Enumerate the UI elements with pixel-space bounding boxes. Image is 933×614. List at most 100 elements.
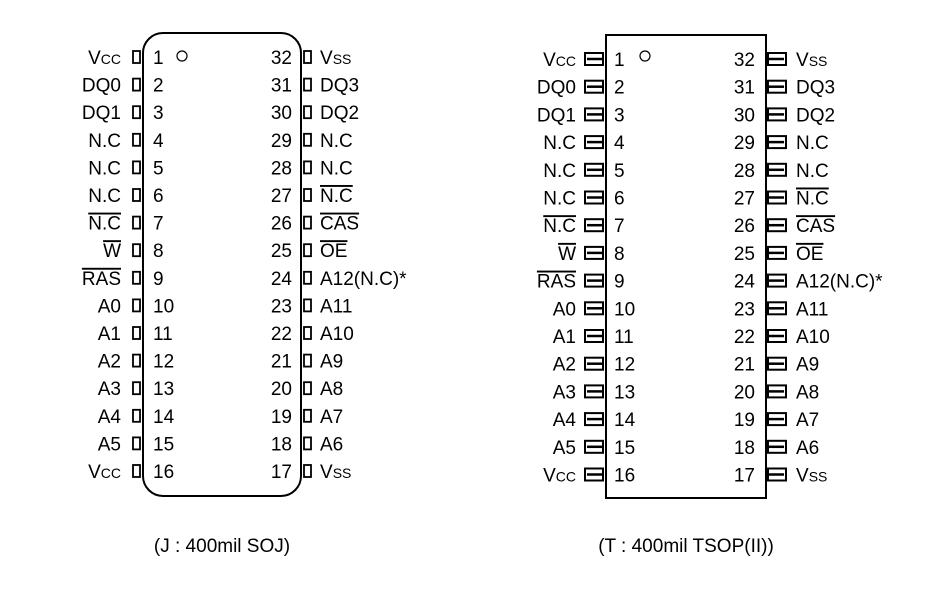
- soj-pin-label-22-a10: A10: [320, 324, 354, 345]
- tsop-pin-label-12-a2: A2: [553, 355, 576, 376]
- soj-pin-label-4-n-c: N.C: [88, 131, 121, 152]
- soj-pin-25: [303, 243, 312, 258]
- soj-pin-label-10-a0: A0: [98, 296, 121, 317]
- soj-pin-label-25-oe: OE: [320, 241, 347, 262]
- soj-pin-14: [132, 408, 141, 423]
- soj-pin-number-19: 19: [271, 407, 292, 428]
- soj-pin-label-20-a8: A8: [320, 379, 343, 400]
- tsop-pin-label-19-a7: A7: [796, 410, 819, 431]
- soj-pin-23: [303, 298, 312, 313]
- soj-pin-15: [132, 436, 141, 451]
- tsop-pin-label-15-a5: A5: [553, 438, 576, 459]
- soj-pin-22: [303, 326, 312, 340]
- tsop-pin-number-18: 18: [734, 438, 755, 459]
- soj-pin-28: [303, 160, 312, 175]
- soj-pin-label-15-a5: A5: [98, 434, 121, 455]
- soj-package: (J : 400mil SOJ) 1 VCC 2 DQ0 3 DQ1 4 N.C 5 N.C 6 N.…: [82, 32, 407, 557]
- soj-pin-number-1: 1: [153, 48, 164, 69]
- soj-pin-number-31: 31: [271, 76, 292, 97]
- soj-pin-label-6-n-c: N.C: [88, 186, 121, 207]
- soj-pin-number-7: 7: [153, 214, 164, 235]
- tsop-pin-number-17: 17: [734, 466, 755, 487]
- soj-pin-2: [132, 77, 141, 92]
- soj-pin-label-27-n-c: N.C: [320, 186, 353, 207]
- soj-pin-19: [303, 408, 312, 423]
- soj-pin-24: [303, 270, 312, 285]
- soj-pin-3: [132, 105, 141, 120]
- tsop-pin-label-24-a12-n-c: A12(N.C)*: [796, 272, 883, 293]
- soj-pin-11: [132, 326, 141, 340]
- soj-pin-label-26-cas: CAS: [320, 214, 359, 235]
- tsop-body: [605, 34, 767, 499]
- soj-pin-17: [303, 464, 312, 478]
- tsop-pin-number-13: 13: [614, 382, 635, 403]
- soj-pin-number-10: 10: [153, 296, 174, 317]
- soj-caption: (J : 400mil SOJ): [154, 536, 290, 557]
- soj-pin-10: [132, 298, 141, 313]
- soj-pin-number-6: 6: [153, 186, 164, 207]
- soj-pin1-marker: [176, 50, 188, 62]
- soj-pin-label-7-n-c: N.C: [88, 214, 121, 235]
- soj-pin-32: [303, 50, 312, 64]
- soj-pin-number-18: 18: [271, 434, 292, 455]
- soj-pin-label-13-a3: A3: [98, 379, 121, 400]
- tsop-pin-number-2: 2: [614, 78, 625, 99]
- tsop-pin-label-4-n-c: N.C: [543, 133, 576, 154]
- soj-pin-number-25: 25: [271, 241, 292, 262]
- tsop-pin-label-11-a1: A1: [553, 327, 576, 348]
- soj-pin-29: [303, 132, 312, 147]
- soj-pin-13: [132, 381, 141, 396]
- soj-pin-label-32-vss: VSS: [320, 48, 351, 69]
- soj-pin-label-28-n-c: N.C: [320, 158, 353, 179]
- soj-pin-number-12: 12: [153, 352, 174, 373]
- soj-pin-number-29: 29: [271, 131, 292, 152]
- tsop-pin-label-18-a6: A6: [796, 438, 819, 459]
- tsop-pin-number-28: 28: [734, 161, 755, 182]
- soj-pin-30: [303, 105, 312, 120]
- tsop-pin-label-3-dq1: DQ1: [537, 105, 576, 126]
- soj-pin-label-17-vss: VSS: [320, 462, 351, 483]
- soj-pin-number-13: 13: [153, 379, 174, 400]
- soj-pin-7: [132, 215, 141, 230]
- soj-pin-number-26: 26: [271, 214, 292, 235]
- tsop-pin-label-9-ras: RAS: [537, 272, 576, 293]
- soj-pin-number-17: 17: [271, 462, 292, 483]
- tsop-pin-label-7-n-c: N.C: [543, 216, 576, 237]
- tsop-pin-number-10: 10: [614, 299, 635, 320]
- tsop-pin-label-23-a11: A11: [796, 299, 828, 320]
- soj-pin-label-19-a7: A7: [320, 407, 343, 428]
- soj-pin-number-20: 20: [271, 379, 292, 400]
- soj-pin-label-11-a1: A1: [98, 324, 121, 345]
- tsop-pin-number-1: 1: [614, 50, 625, 71]
- tsop-pin-number-20: 20: [734, 382, 755, 403]
- tsop-pin-number-22: 22: [734, 327, 755, 348]
- soj-pin-number-21: 21: [271, 352, 292, 373]
- tsop-pin-label-25-oe: OE: [796, 244, 823, 265]
- soj-pin-label-21-a9: A9: [320, 352, 343, 373]
- tsop-pin-number-32: 32: [734, 50, 755, 71]
- soj-pin-label-9-ras: RAS: [82, 269, 121, 290]
- soj-pin-label-23-a11: A11: [320, 296, 352, 317]
- soj-pin-number-14: 14: [153, 407, 175, 428]
- tsop-pin-label-1-vcc: VCC: [543, 50, 576, 71]
- soj-pin-number-16: 16: [153, 462, 174, 483]
- soj-pin-5: [132, 160, 141, 175]
- tsop-pin-label-6-n-c: N.C: [543, 189, 576, 210]
- tsop-pin-label-29-n-c: N.C: [796, 133, 829, 154]
- soj-pin-number-8: 8: [153, 241, 164, 262]
- soj-pin-label-29-n-c: N.C: [320, 131, 353, 152]
- soj-pin-label-3-dq1: DQ1: [82, 103, 121, 124]
- tsop-pin1-marker: [639, 50, 651, 62]
- tsop-pin-number-21: 21: [734, 355, 755, 376]
- soj-pin-21: [303, 353, 312, 368]
- tsop-pin-label-10-a0: A0: [553, 299, 576, 320]
- soj-pin-18: [303, 436, 312, 451]
- soj-pin-number-22: 22: [271, 324, 292, 345]
- soj-pin-number-9: 9: [153, 269, 164, 290]
- soj-pin-9: [132, 270, 141, 285]
- soj-pin-label-8-w: W: [103, 241, 121, 262]
- soj-pin-number-4: 4: [153, 131, 164, 152]
- soj-pin-label-16-vcc: VCC: [88, 462, 121, 483]
- tsop-package: (T : 400mil TSOP(II)) 1 VCC 2 DQ0 3 DQ1 4 N.C 5 N…: [537, 34, 883, 557]
- tsop-pin-number-11: 11: [614, 327, 634, 348]
